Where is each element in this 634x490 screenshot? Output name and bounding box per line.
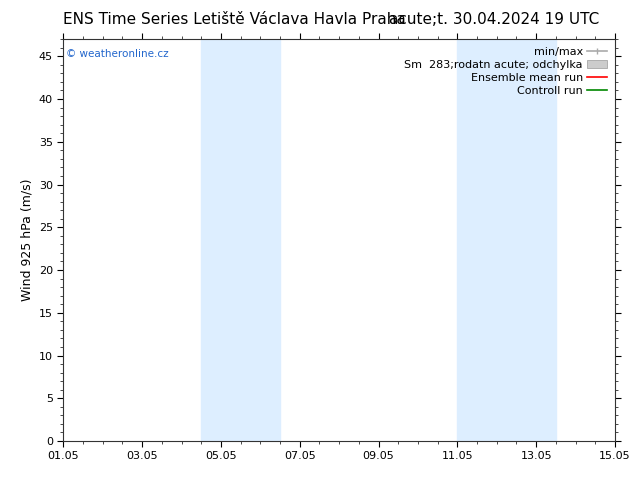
- Text: acute;t. 30.04.2024 19 UTC: acute;t. 30.04.2024 19 UTC: [389, 12, 600, 27]
- Text: ENS Time Series Letiště Václava Havla Praha: ENS Time Series Letiště Václava Havla Pr…: [63, 12, 406, 27]
- Y-axis label: Wind 925 hPa (m/s): Wind 925 hPa (m/s): [20, 179, 34, 301]
- Bar: [241, 39, 280, 441]
- Text: © weatheronline.cz: © weatheronline.cz: [66, 49, 169, 59]
- Bar: [497, 39, 556, 441]
- Legend: min/max, Sm  283;rodatn acute; odchylka, Ensemble mean run, Controll run: min/max, Sm 283;rodatn acute; odchylka, …: [402, 45, 609, 98]
- Bar: [457, 39, 497, 441]
- Bar: [202, 39, 241, 441]
